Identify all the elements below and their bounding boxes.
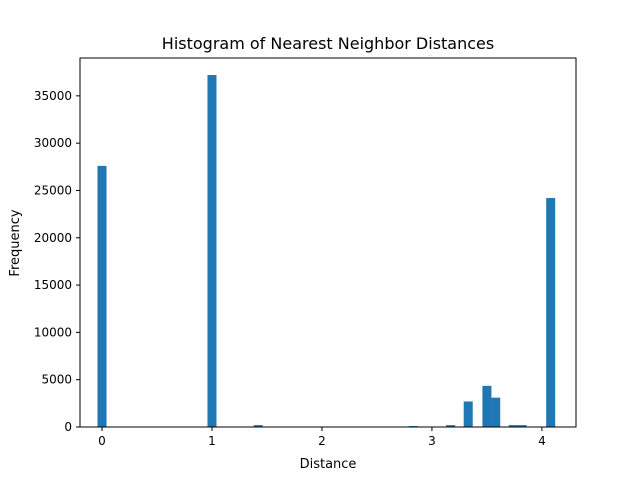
y-axis-ticks: 0 5000 10000 15000 20000 25000 30000 35000 bbox=[34, 89, 80, 434]
y-tick-label-7: 35000 bbox=[34, 89, 72, 103]
y-tick-label-1: 5000 bbox=[41, 373, 72, 387]
histogram-bar-5 bbox=[463, 401, 473, 427]
y-tick-label-5: 25000 bbox=[34, 183, 72, 197]
histogram-bar-4 bbox=[446, 425, 456, 427]
histogram-bar-7 bbox=[491, 397, 501, 427]
histogram-bar-2 bbox=[253, 425, 263, 427]
y-tick-label-3: 15000 bbox=[34, 278, 72, 292]
histogram-bar-8 bbox=[508, 425, 518, 427]
histogram-bar-9 bbox=[517, 425, 527, 427]
y-tick-label-2: 10000 bbox=[34, 325, 72, 339]
x-tick-label-0: 0 bbox=[98, 434, 106, 448]
x-tick-label-3: 3 bbox=[428, 434, 436, 448]
histogram-bar-1 bbox=[207, 75, 217, 428]
x-tick-label-1: 1 bbox=[208, 434, 216, 448]
x-tick-label-4: 4 bbox=[538, 434, 546, 448]
x-tick-label-2: 2 bbox=[318, 434, 326, 448]
bars-group bbox=[97, 75, 556, 428]
y-tick-label-6: 30000 bbox=[34, 136, 72, 150]
y-axis-label: Frequency bbox=[8, 209, 23, 276]
x-axis-label: Distance bbox=[300, 457, 357, 472]
chart-title: Histogram of Nearest Neighbor Distances bbox=[162, 34, 494, 53]
plot-frame bbox=[79, 57, 577, 428]
histogram-bar-10 bbox=[546, 198, 556, 427]
histogram-bar-6 bbox=[482, 385, 492, 427]
x-axis-ticks: 0 1 2 3 4 bbox=[98, 427, 546, 448]
y-tick-label-4: 20000 bbox=[34, 231, 72, 245]
y-tick-label-0: 0 bbox=[64, 420, 72, 434]
histogram-bar-0 bbox=[97, 165, 107, 427]
